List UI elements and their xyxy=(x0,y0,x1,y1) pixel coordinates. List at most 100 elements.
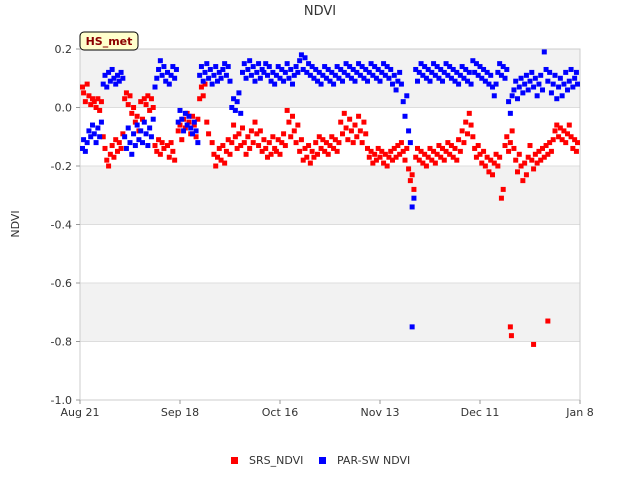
data-point-par-sw-ndvi xyxy=(204,61,210,67)
data-point-par-sw-ndvi xyxy=(447,64,453,70)
data-point-srs-ndvi xyxy=(231,122,237,128)
data-point-srs-ndvi xyxy=(154,148,160,154)
data-point-srs-ndvi xyxy=(309,148,315,154)
data-point-par-sw-ndvi xyxy=(536,81,542,87)
data-point-par-sw-ndvi xyxy=(272,81,278,87)
data-point-par-sw-ndvi xyxy=(134,122,140,128)
data-point-srs-ndvi xyxy=(547,140,553,146)
data-point-par-sw-ndvi xyxy=(420,72,426,78)
data-point-par-sw-ndvi xyxy=(190,131,195,137)
data-point-srs-ndvi xyxy=(541,154,547,160)
data-point-par-sw-ndvi xyxy=(548,90,554,96)
data-point-srs-ndvi xyxy=(223,148,229,154)
data-point-par-sw-ndvi xyxy=(131,131,137,137)
data-point-srs-ndvi xyxy=(81,90,87,96)
data-point-srs-ndvi xyxy=(288,134,294,140)
data-point-srs-ndvi xyxy=(282,143,288,149)
data-point-srs-ndvi xyxy=(279,140,285,146)
data-point-par-sw-ndvi xyxy=(95,125,101,131)
data-point-srs-ndvi xyxy=(488,157,494,163)
data-point-par-sw-ndvi xyxy=(450,66,456,72)
data-point-par-sw-ndvi xyxy=(127,140,133,146)
data-point-srs-ndvi xyxy=(429,157,435,163)
data-point-srs-ndvi xyxy=(304,154,310,160)
data-point-srs-ndvi xyxy=(411,186,417,192)
data-point-par-sw-ndvi xyxy=(384,64,390,70)
data-point-par-sw-ndvi xyxy=(141,119,147,125)
data-point-srs-ndvi xyxy=(370,160,376,166)
data-point-srs-ndvi xyxy=(198,84,204,90)
data-point-srs-ndvi xyxy=(250,140,256,146)
data-point-srs-ndvi xyxy=(332,137,338,143)
data-point-par-sw-ndvi xyxy=(284,61,290,67)
data-point-srs-ndvi xyxy=(227,151,233,157)
data-point-srs-ndvi xyxy=(300,157,306,163)
data-point-par-sw-ndvi xyxy=(111,75,117,81)
data-point-par-sw-ndvi xyxy=(202,69,208,75)
data-point-par-sw-ndvi xyxy=(277,75,283,81)
data-point-srs-ndvi xyxy=(200,93,206,99)
data-point-srs-ndvi xyxy=(293,140,299,146)
data-point-srs-ndvi xyxy=(482,163,488,169)
data-point-par-sw-ndvi xyxy=(495,69,501,75)
data-point-par-sw-ndvi xyxy=(461,75,467,81)
data-point-srs-ndvi xyxy=(559,137,565,143)
data-point-srs-ndvi xyxy=(348,128,354,134)
data-point-par-sw-ndvi xyxy=(309,64,315,70)
data-point-srs-ndvi xyxy=(252,119,258,125)
data-point-par-sw-ndvi xyxy=(225,64,231,70)
data-point-par-sw-ndvi xyxy=(547,69,553,75)
data-point-par-sw-ndvi xyxy=(334,64,340,70)
data-point-srs-ndvi xyxy=(323,140,329,146)
data-point-par-sw-ndvi xyxy=(157,58,163,64)
data-point-srs-ndvi xyxy=(204,119,210,125)
data-point-srs-ndvi xyxy=(209,140,215,146)
data-point-par-sw-ndvi xyxy=(304,69,310,75)
data-point-srs-ndvi xyxy=(436,143,442,149)
data-point-srs-ndvi xyxy=(88,102,94,108)
data-point-par-sw-ndvi xyxy=(232,107,238,113)
data-point-par-sw-ndvi xyxy=(84,140,90,146)
data-point-srs-ndvi xyxy=(132,119,138,125)
data-point-srs-ndvi xyxy=(445,140,451,146)
data-point-par-sw-ndvi xyxy=(568,66,574,72)
data-point-par-sw-ndvi xyxy=(129,151,135,157)
data-point-srs-ndvi xyxy=(468,122,474,128)
plot-band xyxy=(80,283,580,342)
data-point-srs-ndvi xyxy=(327,143,333,149)
data-point-srs-ndvi xyxy=(97,107,103,113)
data-point-srs-ndvi xyxy=(493,151,499,157)
data-point-srs-ndvi xyxy=(450,154,456,160)
data-point-par-sw-ndvi xyxy=(256,61,262,67)
y-tick-label: -0.6 xyxy=(51,277,72,290)
data-point-srs-ndvi xyxy=(545,318,551,324)
data-point-par-sw-ndvi xyxy=(159,72,165,78)
data-point-srs-ndvi xyxy=(325,151,331,157)
data-point-par-sw-ndvi xyxy=(479,75,485,81)
data-point-par-sw-ndvi xyxy=(234,99,240,105)
data-point-srs-ndvi xyxy=(343,125,349,131)
data-point-srs-ndvi xyxy=(532,151,538,157)
data-point-par-sw-ndvi xyxy=(341,69,347,75)
data-point-srs-ndvi xyxy=(477,151,483,157)
data-point-srs-ndvi xyxy=(402,157,408,163)
data-point-srs-ndvi xyxy=(275,137,281,143)
data-point-par-sw-ndvi xyxy=(441,69,447,75)
data-point-srs-ndvi xyxy=(413,154,419,160)
series-srs-ndvi xyxy=(80,81,580,347)
data-point-par-sw-ndvi xyxy=(566,78,572,84)
data-point-par-sw-ndvi xyxy=(552,72,558,78)
data-point-srs-ndvi xyxy=(298,137,304,143)
data-point-par-sw-ndvi xyxy=(348,75,354,81)
data-point-par-sw-ndvi xyxy=(207,66,213,72)
data-point-srs-ndvi xyxy=(177,122,183,128)
data-point-par-sw-ndvi xyxy=(91,131,97,137)
data-point-par-sw-ndvi xyxy=(200,78,206,84)
data-point-par-sw-ndvi xyxy=(213,64,219,70)
data-point-par-sw-ndvi xyxy=(332,72,338,78)
data-point-par-sw-ndvi xyxy=(90,122,95,128)
data-point-par-sw-ndvi xyxy=(209,81,215,87)
data-point-par-sw-ndvi xyxy=(98,119,104,125)
data-point-par-sw-ndvi xyxy=(311,75,317,81)
data-point-srs-ndvi xyxy=(400,148,406,154)
